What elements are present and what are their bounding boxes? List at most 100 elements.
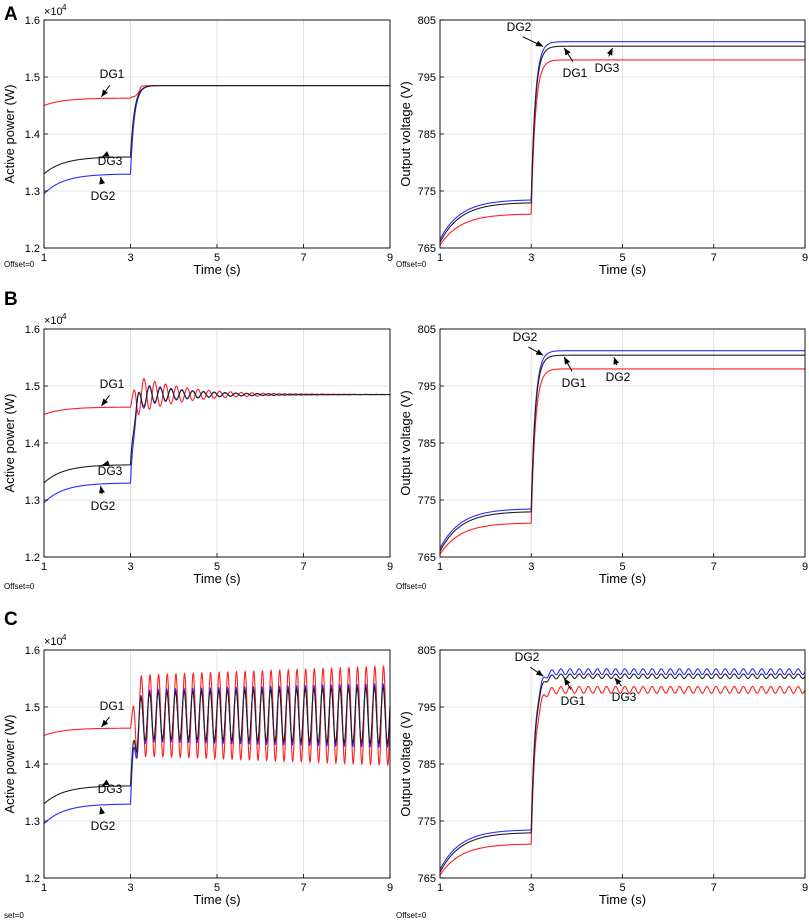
x-tick-label: 1 bbox=[41, 561, 47, 573]
annotation-arrowhead bbox=[614, 677, 622, 686]
annotation-arrowhead bbox=[101, 398, 109, 406]
annotation-arrowhead bbox=[535, 349, 544, 356]
x-tick-label: 9 bbox=[387, 882, 393, 894]
x-tick-label: 5 bbox=[214, 561, 220, 573]
series-line-dg3 bbox=[43, 85, 390, 175]
x-tick-label: 7 bbox=[711, 252, 717, 264]
x-tick-label: 9 bbox=[802, 561, 808, 573]
annotation-label: DG2 bbox=[515, 650, 540, 664]
y-axis-label: Output voltage (V) bbox=[398, 390, 413, 496]
x-tick-label: 7 bbox=[300, 882, 306, 894]
y-exponent-power: 4 bbox=[62, 3, 67, 12]
y-tick-label: 1.4 bbox=[25, 129, 40, 141]
y-tick-label: 1.6 bbox=[25, 15, 40, 27]
x-tick-label: 3 bbox=[528, 252, 534, 264]
annotation-arrowhead bbox=[613, 357, 620, 365]
annotation-label: DG3 bbox=[612, 690, 637, 704]
y-tick-label: 805 bbox=[418, 324, 436, 336]
annotation-arrowhead bbox=[102, 460, 110, 467]
annotation-label: DG3 bbox=[98, 464, 123, 478]
panel-letter: A bbox=[4, 4, 18, 25]
x-tick-label: 1 bbox=[41, 882, 47, 894]
annotation-arrowhead bbox=[535, 40, 544, 47]
x-tick-label: 9 bbox=[802, 252, 808, 264]
y-tick-label: 775 bbox=[418, 816, 436, 828]
chart-4: 1 3 5 7 9 765 775 785 795 805 Time (s) Output volta… bbox=[396, 324, 808, 591]
offset-text: Offset=0 bbox=[396, 911, 427, 920]
annotation-arrowhead bbox=[99, 176, 106, 185]
y-tick-label: 765 bbox=[418, 873, 436, 885]
y-axis-label: Active power (W) bbox=[2, 715, 17, 814]
panel-letter: C bbox=[4, 609, 18, 630]
panel-letter: B bbox=[4, 289, 18, 310]
annotation-label: DG1 bbox=[100, 67, 125, 81]
x-tick-label: 1 bbox=[41, 252, 47, 264]
series-line-dg3 bbox=[439, 45, 805, 243]
y-tick-label: 1.6 bbox=[25, 324, 40, 336]
annotation-label: DG1 bbox=[100, 699, 125, 713]
y-tick-label: 785 bbox=[418, 438, 436, 450]
series-line-dg3 bbox=[43, 386, 391, 484]
y-tick-label: 1.2 bbox=[25, 873, 40, 885]
y-tick-label: 795 bbox=[418, 381, 436, 393]
series-line-dg2 bbox=[439, 41, 805, 240]
annotation-arrowhead bbox=[101, 779, 110, 786]
y-tick-label: 795 bbox=[418, 72, 436, 84]
x-tick-label: 7 bbox=[300, 561, 306, 573]
y-exponent-power: 4 bbox=[62, 312, 67, 321]
x-tick-label: 3 bbox=[127, 561, 133, 573]
x-tick-label: 1 bbox=[437, 561, 443, 573]
annotation-label: DG3 bbox=[98, 782, 123, 796]
x-tick-label: 3 bbox=[528, 561, 534, 573]
y-exponent-label: ×10 bbox=[44, 636, 63, 648]
x-tick-label: 5 bbox=[619, 252, 625, 264]
y-tick-label: 1.5 bbox=[25, 72, 40, 84]
y-tick-label: 805 bbox=[418, 645, 436, 657]
y-tick-label: 1.3 bbox=[25, 495, 40, 507]
x-tick-label: 5 bbox=[214, 882, 220, 894]
annotation-label: DG1 bbox=[100, 377, 125, 391]
series-line-dg2 bbox=[439, 350, 805, 549]
y-tick-label: 1.6 bbox=[25, 645, 40, 657]
offset-text: Offset=0 bbox=[396, 582, 427, 591]
annotation-label: DG1 bbox=[561, 694, 586, 708]
chart-3: 1 3 5 7 9 1.2 1.3 1.4 1.5 1.6 Time (s) Active power… bbox=[2, 312, 393, 591]
y-tick-label: 775 bbox=[418, 495, 436, 507]
offset-text: Offset=0 bbox=[4, 260, 35, 269]
x-tick-label: 7 bbox=[711, 882, 717, 894]
y-axis-label: Output voltage (V) bbox=[398, 711, 413, 817]
annotation-arrowhead bbox=[564, 47, 571, 56]
annotation-label: DG1 bbox=[562, 376, 587, 390]
series-line-dg3 bbox=[43, 686, 391, 805]
x-axis-label: Time (s) bbox=[599, 262, 646, 277]
y-tick-label: 1.2 bbox=[25, 552, 40, 564]
annotation-arrowhead bbox=[101, 89, 108, 97]
y-tick-label: 1.2 bbox=[25, 243, 40, 255]
series-line-dg3 bbox=[439, 673, 806, 873]
chart-5: 1 3 5 7 9 1.2 1.3 1.4 1.5 1.6 Time (s) Active power… bbox=[2, 633, 393, 920]
annotation-arrowhead bbox=[535, 669, 544, 677]
annotation-label: DG3 bbox=[595, 61, 620, 75]
annotation-label: DG2 bbox=[606, 370, 631, 384]
x-axis-label: Time (s) bbox=[193, 571, 240, 586]
y-tick-label: 795 bbox=[418, 702, 436, 714]
series-line-dg1 bbox=[439, 59, 805, 246]
annotation-arrowhead bbox=[564, 678, 571, 686]
x-tick-label: 7 bbox=[300, 252, 306, 264]
annotation-arrowhead bbox=[99, 485, 105, 494]
x-tick-label: 3 bbox=[127, 882, 133, 894]
y-tick-label: 1.3 bbox=[25, 816, 40, 828]
chart-2: 1 3 5 7 9 765 775 785 795 805 Time (s) Output volta… bbox=[396, 15, 808, 277]
y-tick-label: 765 bbox=[418, 552, 436, 564]
y-tick-label: 765 bbox=[418, 243, 436, 255]
series-line-dg1 bbox=[439, 368, 805, 555]
x-tick-label: 9 bbox=[802, 882, 808, 894]
y-tick-label: 1.4 bbox=[25, 438, 40, 450]
annotation-label: DG2 bbox=[91, 499, 116, 513]
y-axis-label: Active power (W) bbox=[2, 394, 17, 493]
y-tick-label: 785 bbox=[418, 759, 436, 771]
y-axis-label: Active power (W) bbox=[2, 85, 17, 184]
annotation-arrowhead bbox=[99, 806, 106, 815]
x-tick-label: 5 bbox=[214, 252, 220, 264]
